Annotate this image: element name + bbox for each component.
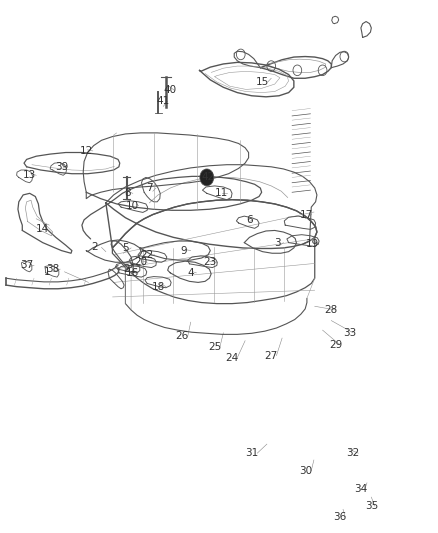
Text: 24: 24 (226, 353, 239, 362)
Text: 28: 28 (325, 305, 338, 315)
Text: 22: 22 (141, 250, 154, 260)
Text: 2: 2 (92, 243, 98, 253)
Circle shape (200, 169, 214, 186)
Text: 18: 18 (152, 281, 165, 292)
Text: 5: 5 (122, 243, 129, 253)
Text: 12: 12 (80, 146, 93, 156)
Text: 21: 21 (123, 264, 136, 274)
Text: 11: 11 (215, 188, 228, 198)
Text: 23: 23 (204, 257, 217, 267)
Text: 35: 35 (365, 501, 378, 511)
Text: 34: 34 (354, 484, 367, 494)
Text: 30: 30 (300, 466, 313, 475)
Text: 25: 25 (208, 342, 221, 352)
Text: 41: 41 (157, 96, 170, 106)
Text: 31: 31 (245, 448, 258, 458)
Text: 36: 36 (333, 512, 346, 522)
Text: 27: 27 (265, 351, 278, 361)
Text: 32: 32 (346, 448, 360, 458)
Text: 7: 7 (146, 183, 153, 193)
Text: 9: 9 (181, 246, 187, 256)
Text: 3: 3 (275, 238, 281, 248)
Text: 10: 10 (125, 200, 138, 211)
Text: 20: 20 (134, 257, 147, 267)
Text: 15: 15 (256, 77, 269, 87)
Text: 4: 4 (187, 268, 194, 278)
Text: 38: 38 (46, 264, 60, 274)
Text: 14: 14 (36, 224, 49, 235)
Text: 13: 13 (23, 171, 36, 180)
Text: 40: 40 (164, 85, 177, 95)
Text: 26: 26 (175, 332, 189, 342)
Text: 8: 8 (124, 188, 131, 198)
Text: 42: 42 (201, 172, 215, 182)
Text: 16: 16 (125, 268, 138, 278)
Text: 17: 17 (300, 209, 313, 220)
Text: 33: 33 (343, 328, 356, 338)
Text: 29: 29 (329, 340, 342, 350)
Text: 1: 1 (44, 267, 50, 277)
Text: 37: 37 (20, 261, 33, 270)
Text: 6: 6 (246, 215, 253, 225)
Text: 39: 39 (55, 162, 68, 172)
Text: 19: 19 (306, 239, 319, 249)
